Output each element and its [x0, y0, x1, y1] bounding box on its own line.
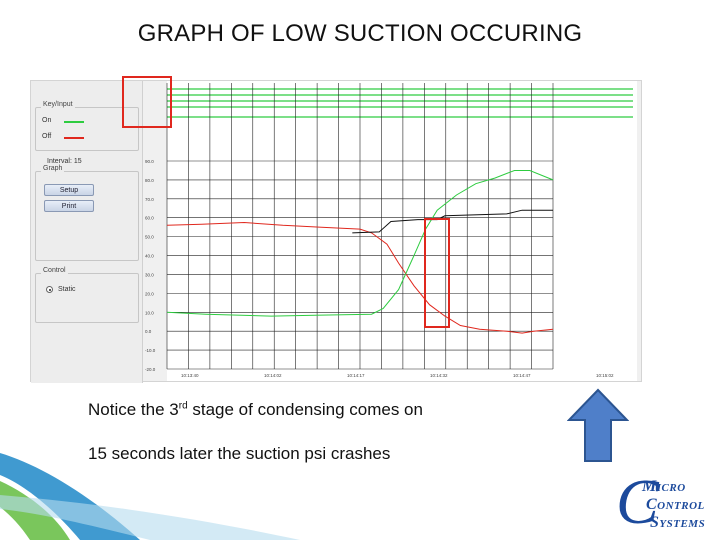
print-button[interactable]: Print	[44, 200, 94, 212]
note-line-2: 15 seconds later the suction psi crashes	[88, 444, 391, 463]
up-arrow-icon	[567, 388, 629, 462]
static-radio-label: Static	[58, 286, 76, 293]
y-tick-label: -20.0	[145, 367, 156, 372]
y-tick-label: 10.0	[145, 310, 154, 315]
micro-control-systems-logo: C MICRO CONTROL SYSTEMS	[616, 466, 706, 537]
graph-group-label: Graph	[41, 165, 65, 172]
highlight-box-third-stage	[424, 218, 450, 328]
interval-label: Interval: 15	[47, 158, 82, 165]
control-group: Control Static	[35, 267, 139, 323]
y-tick-label: 60.0	[145, 216, 154, 221]
plot-background	[167, 81, 637, 381]
x-tick-label: 10:15:02	[596, 373, 614, 378]
suction-graph: 90.0 80.0 70.0 60.0 50.0 40.0 30.0 20.0 10.0 0.0 -…	[145, 81, 637, 381]
left-control-panel: Key/Input On Off Interval: 15 Graph Setu…	[31, 81, 143, 383]
note-line-1: Notice the 3rd stage of condensing comes…	[88, 400, 423, 420]
series-line	[166, 170, 554, 317]
y-tick-label: 90.0	[145, 159, 154, 164]
y-tick-label: 70.0	[145, 197, 154, 202]
key-input-group: Key/Input On Off	[35, 101, 139, 151]
y-tick-label: 30.0	[145, 272, 154, 277]
y-tick-label: 0.0	[145, 329, 152, 334]
control-group-label: Control	[41, 267, 68, 274]
x-tick-label: 10:13:40	[181, 373, 199, 378]
x-tick-label: 10:14:47	[513, 373, 531, 378]
x-tick-label: 10:14:17	[347, 373, 365, 378]
y-tick-label: 40.0	[145, 254, 154, 259]
key-item-on-label: On	[42, 117, 52, 124]
series-line	[166, 221, 554, 334]
key-item-off-swatch	[64, 137, 84, 139]
x-tick-label: 10:14:02	[264, 373, 282, 378]
graph-screenshot: Key/Input On Off Interval: 15 Graph Setu…	[30, 80, 642, 383]
static-radio[interactable]	[46, 286, 53, 293]
y-tick-label: 20.0	[145, 291, 154, 296]
key-item-on-swatch	[64, 121, 84, 123]
note-line-1-pre: Notice the 3	[88, 400, 179, 419]
y-tick-label: -10.0	[145, 348, 156, 353]
slide-title: GRAPH OF LOW SUCTION OCCURING	[137, 20, 583, 47]
setup-button[interactable]: Setup	[44, 184, 94, 196]
decorative-swoosh	[0, 453, 300, 540]
note-line-1-post: stage of condensing comes on	[187, 400, 423, 419]
note-line-1-sup: rd	[178, 400, 188, 412]
graph-group: Graph Setup Print	[35, 165, 139, 261]
x-tick-label: 10:14:32	[430, 373, 448, 378]
y-tick-label: 50.0	[145, 235, 154, 240]
y-tick-label: 80.0	[145, 178, 154, 183]
key-item-off-label: Off	[42, 133, 52, 140]
highlight-box-status-start	[122, 76, 172, 128]
key-input-group-label: Key/Input	[41, 101, 75, 108]
